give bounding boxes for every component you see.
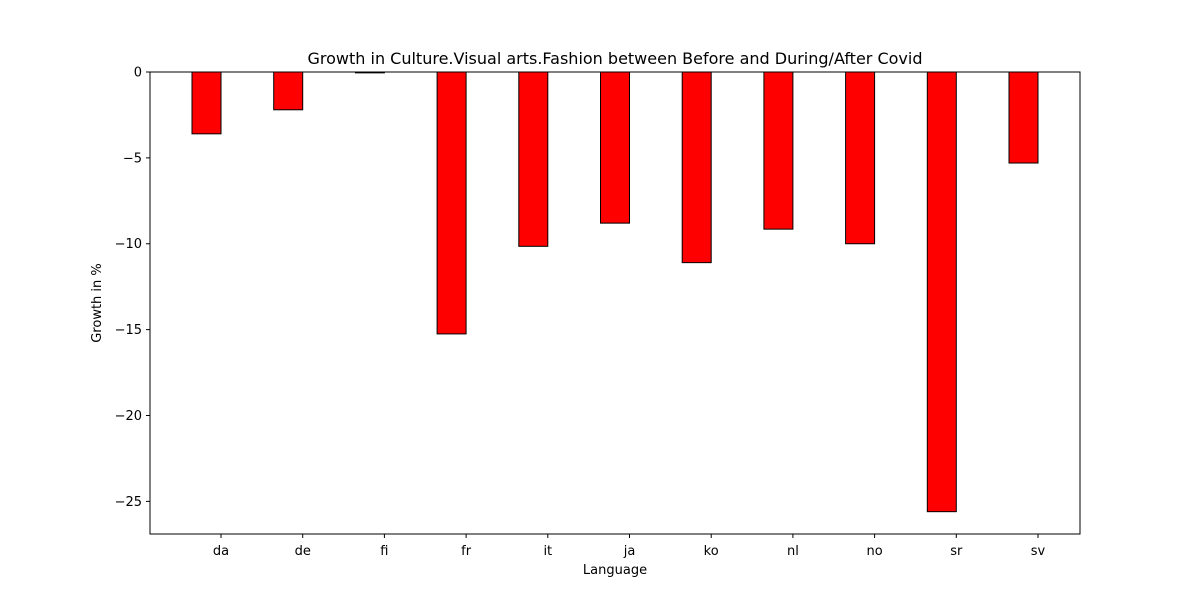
bar-ja <box>600 71 630 224</box>
y-tick-label: −10 <box>115 237 142 252</box>
x-axis-label: Language <box>583 563 647 578</box>
y-axis-label: Growth in % <box>90 263 105 343</box>
chart-title: Growth in Culture.Visual arts.Fashion be… <box>308 49 923 68</box>
x-tick-label: ko <box>704 544 719 559</box>
bar-fr <box>436 71 467 335</box>
x-axis: da de fi fr it ja ko nl no sr sv <box>213 534 1046 559</box>
x-tick-label: it <box>543 544 552 559</box>
plot-frame <box>149 71 1081 535</box>
y-tick-label: −5 <box>123 151 142 166</box>
y-tick-label: −25 <box>115 495 142 510</box>
y-tick-label: −15 <box>115 323 142 338</box>
x-tick-label: nl <box>787 544 799 559</box>
bar-da <box>191 71 222 135</box>
bar-sr <box>926 71 957 513</box>
x-tick-label: ja <box>623 544 636 559</box>
bar-ko <box>681 71 712 264</box>
bar-it <box>518 71 549 247</box>
bar-no <box>845 71 876 245</box>
bar-nl <box>763 71 794 230</box>
x-tick-label: no <box>866 544 882 559</box>
x-tick-label: de <box>295 544 311 559</box>
y-tick-label: 0 <box>134 66 142 81</box>
bar-de <box>273 71 304 111</box>
x-tick-label: da <box>213 544 229 559</box>
x-tick-label: sv <box>1031 544 1046 559</box>
bars-layer <box>191 71 1039 513</box>
x-tick-label: fr <box>461 544 472 559</box>
x-tick-label: sr <box>950 544 963 559</box>
y-tick-label: −20 <box>115 409 142 424</box>
x-tick-label: fi <box>380 544 388 559</box>
bar-sv <box>1008 71 1039 164</box>
y-axis: 0 −5 −10 −15 −20 −25 <box>115 66 150 510</box>
